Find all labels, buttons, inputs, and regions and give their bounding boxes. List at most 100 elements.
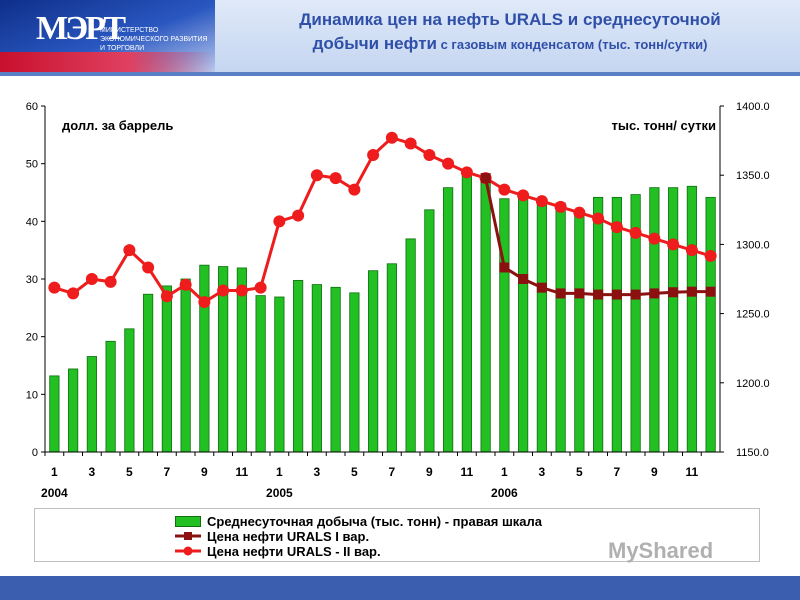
line-point <box>610 221 623 234</box>
bar <box>143 293 154 453</box>
left-tick-label: 20 <box>26 332 38 344</box>
bar <box>105 340 116 453</box>
line-point <box>329 172 342 185</box>
line-point <box>442 157 455 170</box>
bar <box>593 196 604 453</box>
x-tick-label: 1 <box>51 465 58 479</box>
bar <box>518 196 529 453</box>
line-point <box>217 284 230 297</box>
title-line-2-main: добычи нефти <box>312 34 437 53</box>
bar <box>480 180 491 453</box>
x-tick-label: 5 <box>576 465 583 479</box>
bar <box>611 196 622 453</box>
line-point <box>649 288 660 299</box>
x-tick-label: 9 <box>201 465 208 479</box>
right-tick-label: 1300.0 <box>736 239 770 251</box>
left-axis-label: долл. за баррель <box>62 118 173 133</box>
left-tick-label: 10 <box>26 389 38 401</box>
legend-swatch-circle-line <box>175 546 201 556</box>
line-point <box>554 200 567 213</box>
slide-header: МЭРТ МИНИСТЕРСТВО ЭКОНОМИЧЕСКОГО РАЗВИТИ… <box>0 0 800 72</box>
line-point <box>574 288 585 299</box>
line-point <box>611 289 622 300</box>
bar <box>199 264 210 453</box>
bar <box>49 375 60 453</box>
logo-mark: МЭРТ <box>36 10 126 47</box>
line-point <box>310 169 323 182</box>
bottom-bar <box>0 576 800 600</box>
line-point <box>273 215 286 228</box>
year-label: 2006 <box>491 486 518 500</box>
line-point <box>480 173 491 184</box>
x-tick-label: 3 <box>89 465 96 479</box>
line-point <box>385 131 398 144</box>
line-point <box>179 278 192 291</box>
line-point <box>104 275 117 288</box>
right-tick-label: 1150.0 <box>736 447 769 459</box>
line-point <box>535 195 548 208</box>
right-axis-label: тыс. тонн/ сутки <box>612 118 716 133</box>
axes-layer: 01020304050601150.01200.01250.01300.0135… <box>26 101 770 500</box>
line-point <box>67 287 80 300</box>
chart-panel <box>0 76 800 576</box>
bar <box>536 198 547 453</box>
lines-layer <box>48 131 717 309</box>
bar <box>555 202 566 453</box>
line-point <box>198 296 211 309</box>
bar <box>499 198 510 453</box>
x-tick-label: 11 <box>236 465 249 479</box>
line-point <box>254 281 267 294</box>
line-point <box>142 261 155 274</box>
x-tick-label: 9 <box>651 465 658 479</box>
line-point <box>517 189 530 202</box>
ministry-logo: МЭРТ МИНИСТЕРСТВО ЭКОНОМИЧЕСКОГО РАЗВИТИ… <box>0 0 215 72</box>
bar <box>274 296 285 453</box>
watermark: MyShared <box>608 538 714 563</box>
bar <box>349 292 360 453</box>
title-line-2: добычи нефти с газовым конденсатом (тыс.… <box>230 32 790 57</box>
line-point <box>593 289 604 300</box>
line-point <box>555 288 566 299</box>
line-point <box>235 284 248 297</box>
x-tick-label: 3 <box>314 465 321 479</box>
line-point <box>573 206 586 219</box>
right-tick-label: 1350.0 <box>736 170 770 182</box>
line-point <box>160 290 173 303</box>
x-tick-label: 1 <box>276 465 283 479</box>
title-line-1: Динамика цен на нефть URALS и среднесуто… <box>299 10 721 29</box>
line-point <box>292 209 305 222</box>
bar <box>86 356 97 453</box>
left-tick-label: 40 <box>26 216 38 228</box>
bar <box>293 279 304 453</box>
bar <box>255 295 266 453</box>
title-line-2-sub: с газовым конденсатом (тыс. тонн/сутки) <box>436 37 708 52</box>
x-tick-label: 11 <box>686 465 699 479</box>
bar <box>574 212 585 453</box>
x-tick-label: 5 <box>126 465 133 479</box>
line-point <box>423 149 436 162</box>
legend-item-urals-1: Цена нефти URALS I вар. <box>175 528 369 544</box>
line-point <box>404 137 417 150</box>
slide-title: Динамика цен на нефть URALS и среднесуто… <box>230 8 790 57</box>
line-point <box>685 244 698 257</box>
x-tick-label: 1 <box>501 465 508 479</box>
legend-swatch-bar <box>175 515 201 527</box>
line-point <box>123 244 136 257</box>
legend-label-urals-1: Цена нефти URALS I вар. <box>207 528 370 544</box>
bar <box>311 284 322 453</box>
bar <box>649 187 660 453</box>
bar <box>161 285 172 453</box>
bar <box>668 187 679 453</box>
line-point <box>630 289 641 300</box>
line-point <box>85 273 98 285</box>
x-tick-label: 3 <box>539 465 546 479</box>
line-point <box>592 212 605 225</box>
right-tick-label: 1250.0 <box>736 309 770 321</box>
line-point <box>48 281 61 294</box>
chart-legend: Среднесуточная добыча (тыс. тонн) - прав… <box>34 508 760 562</box>
bar <box>180 278 191 453</box>
line-point <box>629 226 642 239</box>
bar <box>443 187 454 453</box>
line-point <box>367 149 380 162</box>
line-point <box>499 262 510 273</box>
